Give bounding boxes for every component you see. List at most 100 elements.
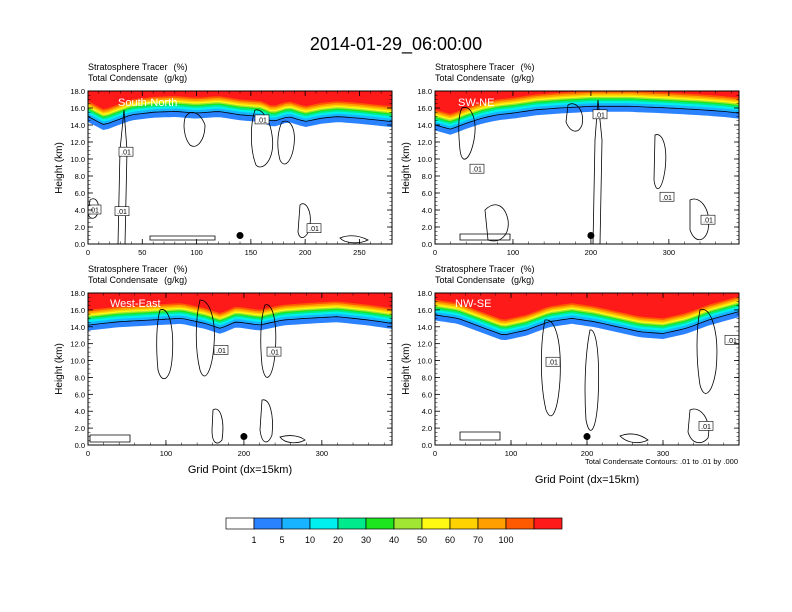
condensate-contour [259,399,273,443]
panel-3-axes: 0.0 2.0 4.0 6.0 8.0 10.0 12.0 14.0 16.0 18.0 0 100 2… [70,289,393,458]
y-tick-label: 0.0 [422,240,432,249]
x-tick-label: 0 [433,449,437,458]
condensate-contour [277,120,295,165]
x-tick-label: 250 [353,248,366,257]
contour-label: .01 [266,346,282,357]
contour-label-text: .01 [703,218,713,225]
panel-4-axes: 0.0 2.0 4.0 6.0 8.0 10.0 12.0 14.0 16.0 18.0 0 100 2… [417,289,740,458]
colorbar-swatch [421,517,451,530]
condensate-contour [696,309,718,394]
condensate-contour [260,304,277,378]
condensate-contour [149,235,216,241]
panel-2-title-line-1: Stratosphere Tracer (%) [435,62,535,72]
y-tick-label: 12.0 [417,340,432,349]
contour-label-box [254,114,270,125]
y-tick-label: 10.0 [70,357,85,366]
y-tick-label: 2.0 [75,424,85,433]
x-tick-label: 200 [299,248,312,257]
y-tick-label: 4.0 [75,407,85,416]
panel-nw-se: Stratosphere Tracer (%) Total Condensate(… [401,264,740,486]
panel-3-field: .01 .01 [88,293,392,445]
colorbar-label: 10 [305,535,315,545]
y-tick-label: 16.0 [70,306,85,315]
colorbar-label: 5 [279,535,284,545]
y-tick-label: 4.0 [422,407,432,416]
y-tick-label: 2.0 [75,223,85,232]
contour-label-text: .01 [472,167,482,174]
condensate-contour [89,434,131,443]
contour-label-box [659,191,675,202]
contour-label-box [114,206,130,216]
tracer-band-top [435,293,739,320]
panel-3-xlabel: Grid Point (dx=15km) [188,464,292,476]
condensate-contour [195,299,215,377]
contour-label: .01 [114,206,130,216]
colorbar-swatch [309,517,339,530]
condensate-contour [584,329,600,431]
condensate-contour [687,408,710,444]
condensate-contour [540,319,561,417]
y-tick-label: 18.0 [417,289,432,298]
contour-label-text: .01 [309,226,319,233]
contour-label: .01 [592,109,608,119]
panel-west-east: Stratosphere Tracer (%) Total Condensate(… [54,264,393,476]
x-tick-label: 150 [245,248,258,257]
contour-label-text: .01 [121,150,131,157]
y-tick-label: 2.0 [422,424,432,433]
condensate-contour [459,431,501,441]
colorbar-label: 40 [389,535,399,545]
tracer-band-top [435,91,739,114]
condensate-contour-upper [88,110,392,125]
panel-1-label: South-North [118,97,177,109]
colorbar-swatch [253,517,283,530]
colorbar-swatch [365,517,395,530]
contour-label: .01 [306,223,322,233]
x-tick-label: 300 [663,248,676,257]
condensate-contour [484,204,509,242]
contour-label-text: .01 [89,208,99,215]
panel-3-ylabel: Height (km) [54,343,65,395]
y-tick-label: 10.0 [70,155,85,164]
location-marker [240,433,248,441]
panel-1-field: .01 .01 .01 .01 .01 [88,91,392,244]
contour-label: .01 [88,204,102,215]
contour-label: .01 [659,191,675,202]
panel-4-ylabel: Height (km) [401,343,412,395]
panel-1-tracer-field: .01 .01 .01 .01 .01 [88,91,392,244]
y-tick-label: 16.0 [70,104,85,113]
panel-2-title-line-2: Total Condensate (g/kg) [435,73,534,83]
colorbar-swatch [533,517,563,530]
condensate-contour [339,235,369,244]
contour-label-text: .01 [269,350,279,357]
x-tick-label: 200 [238,449,251,458]
condensate-contour [211,408,224,444]
panel-1-title-line-2: Total Condensate (g/kg) [88,73,187,83]
contour-label-text: .01 [117,209,127,216]
colorbar-label: 1 [251,535,256,545]
colorbar-swatch [393,517,423,530]
panel-1-title-line-1: Stratosphere Tracer (%) [88,62,188,72]
contour-label-text: .01 [727,338,737,345]
y-tick-label: 8.0 [75,373,85,382]
colorbar-swatch [449,517,479,530]
x-tick-label: 0 [86,248,90,257]
contour-label-box [545,356,561,367]
y-tick-label: 14.0 [70,121,85,130]
panel-2-field: .01 .01 .01 .01 [435,91,739,244]
y-tick-label: 4.0 [422,206,432,215]
contour-label-box [700,214,716,225]
panel-4-field: .01 .01 .01 [435,293,739,445]
contour-label-text: .01 [701,424,711,431]
x-tick-label: 100 [507,248,520,257]
location-marker [583,433,591,441]
contour-label-box [266,346,282,357]
y-tick-label: 12.0 [70,340,85,349]
y-tick-label: 6.0 [422,390,432,399]
colorbar: 1 5 10 20 30 40 50 60 70 100 [225,517,563,545]
colorbar-swatch [281,517,311,530]
contour-label-box [118,146,134,157]
condensate-contour [279,435,306,444]
condensate-contour [619,433,649,444]
panel-4-title-line-2: Total Condensate (g/kg) [435,275,534,285]
